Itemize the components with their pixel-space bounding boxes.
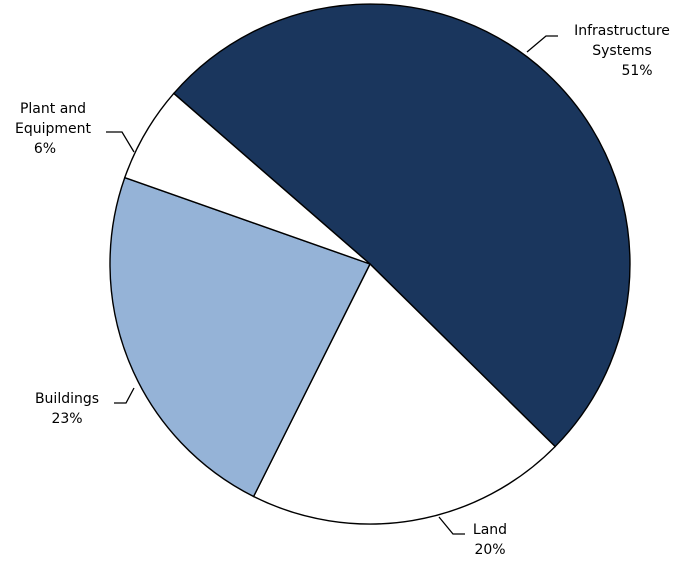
leader-plant-and-equipment	[106, 131, 135, 153]
slice-label-line: Plant and	[20, 101, 86, 117]
leader-infrastructure-systems	[526, 35, 558, 53]
label-infrastructure-systems: Infrastructure Systems 51%	[574, 23, 670, 79]
slice-value-label: 20%	[474, 542, 505, 558]
slice-label-line: Equipment	[15, 121, 92, 137]
pie-slice-land	[252, 262, 557, 525]
slice-value-label: 6%	[34, 141, 56, 157]
label-plant-and-equipment: Plant and Equipment 6%	[15, 101, 92, 157]
pie-slice-infrastructure-systems	[172, 3, 631, 448]
slice-label-line: Systems	[592, 43, 652, 59]
leader-land	[438, 516, 465, 535]
label-land: Land 20%	[473, 522, 507, 558]
slice-label-line: Infrastructure	[574, 23, 670, 39]
pie-slices	[109, 3, 631, 525]
label-buildings: Buildings 23%	[35, 391, 99, 427]
pie-slice-plant-and-equipment	[123, 92, 371, 265]
leader-lines	[106, 35, 558, 535]
slice-label-line: Buildings	[35, 391, 99, 407]
slice-label-line: Land	[473, 522, 507, 538]
pie-slice-buildings	[109, 176, 371, 498]
slice-value-label: 23%	[51, 411, 82, 427]
leader-buildings	[114, 387, 135, 404]
slice-value-label: 51%	[621, 63, 652, 79]
